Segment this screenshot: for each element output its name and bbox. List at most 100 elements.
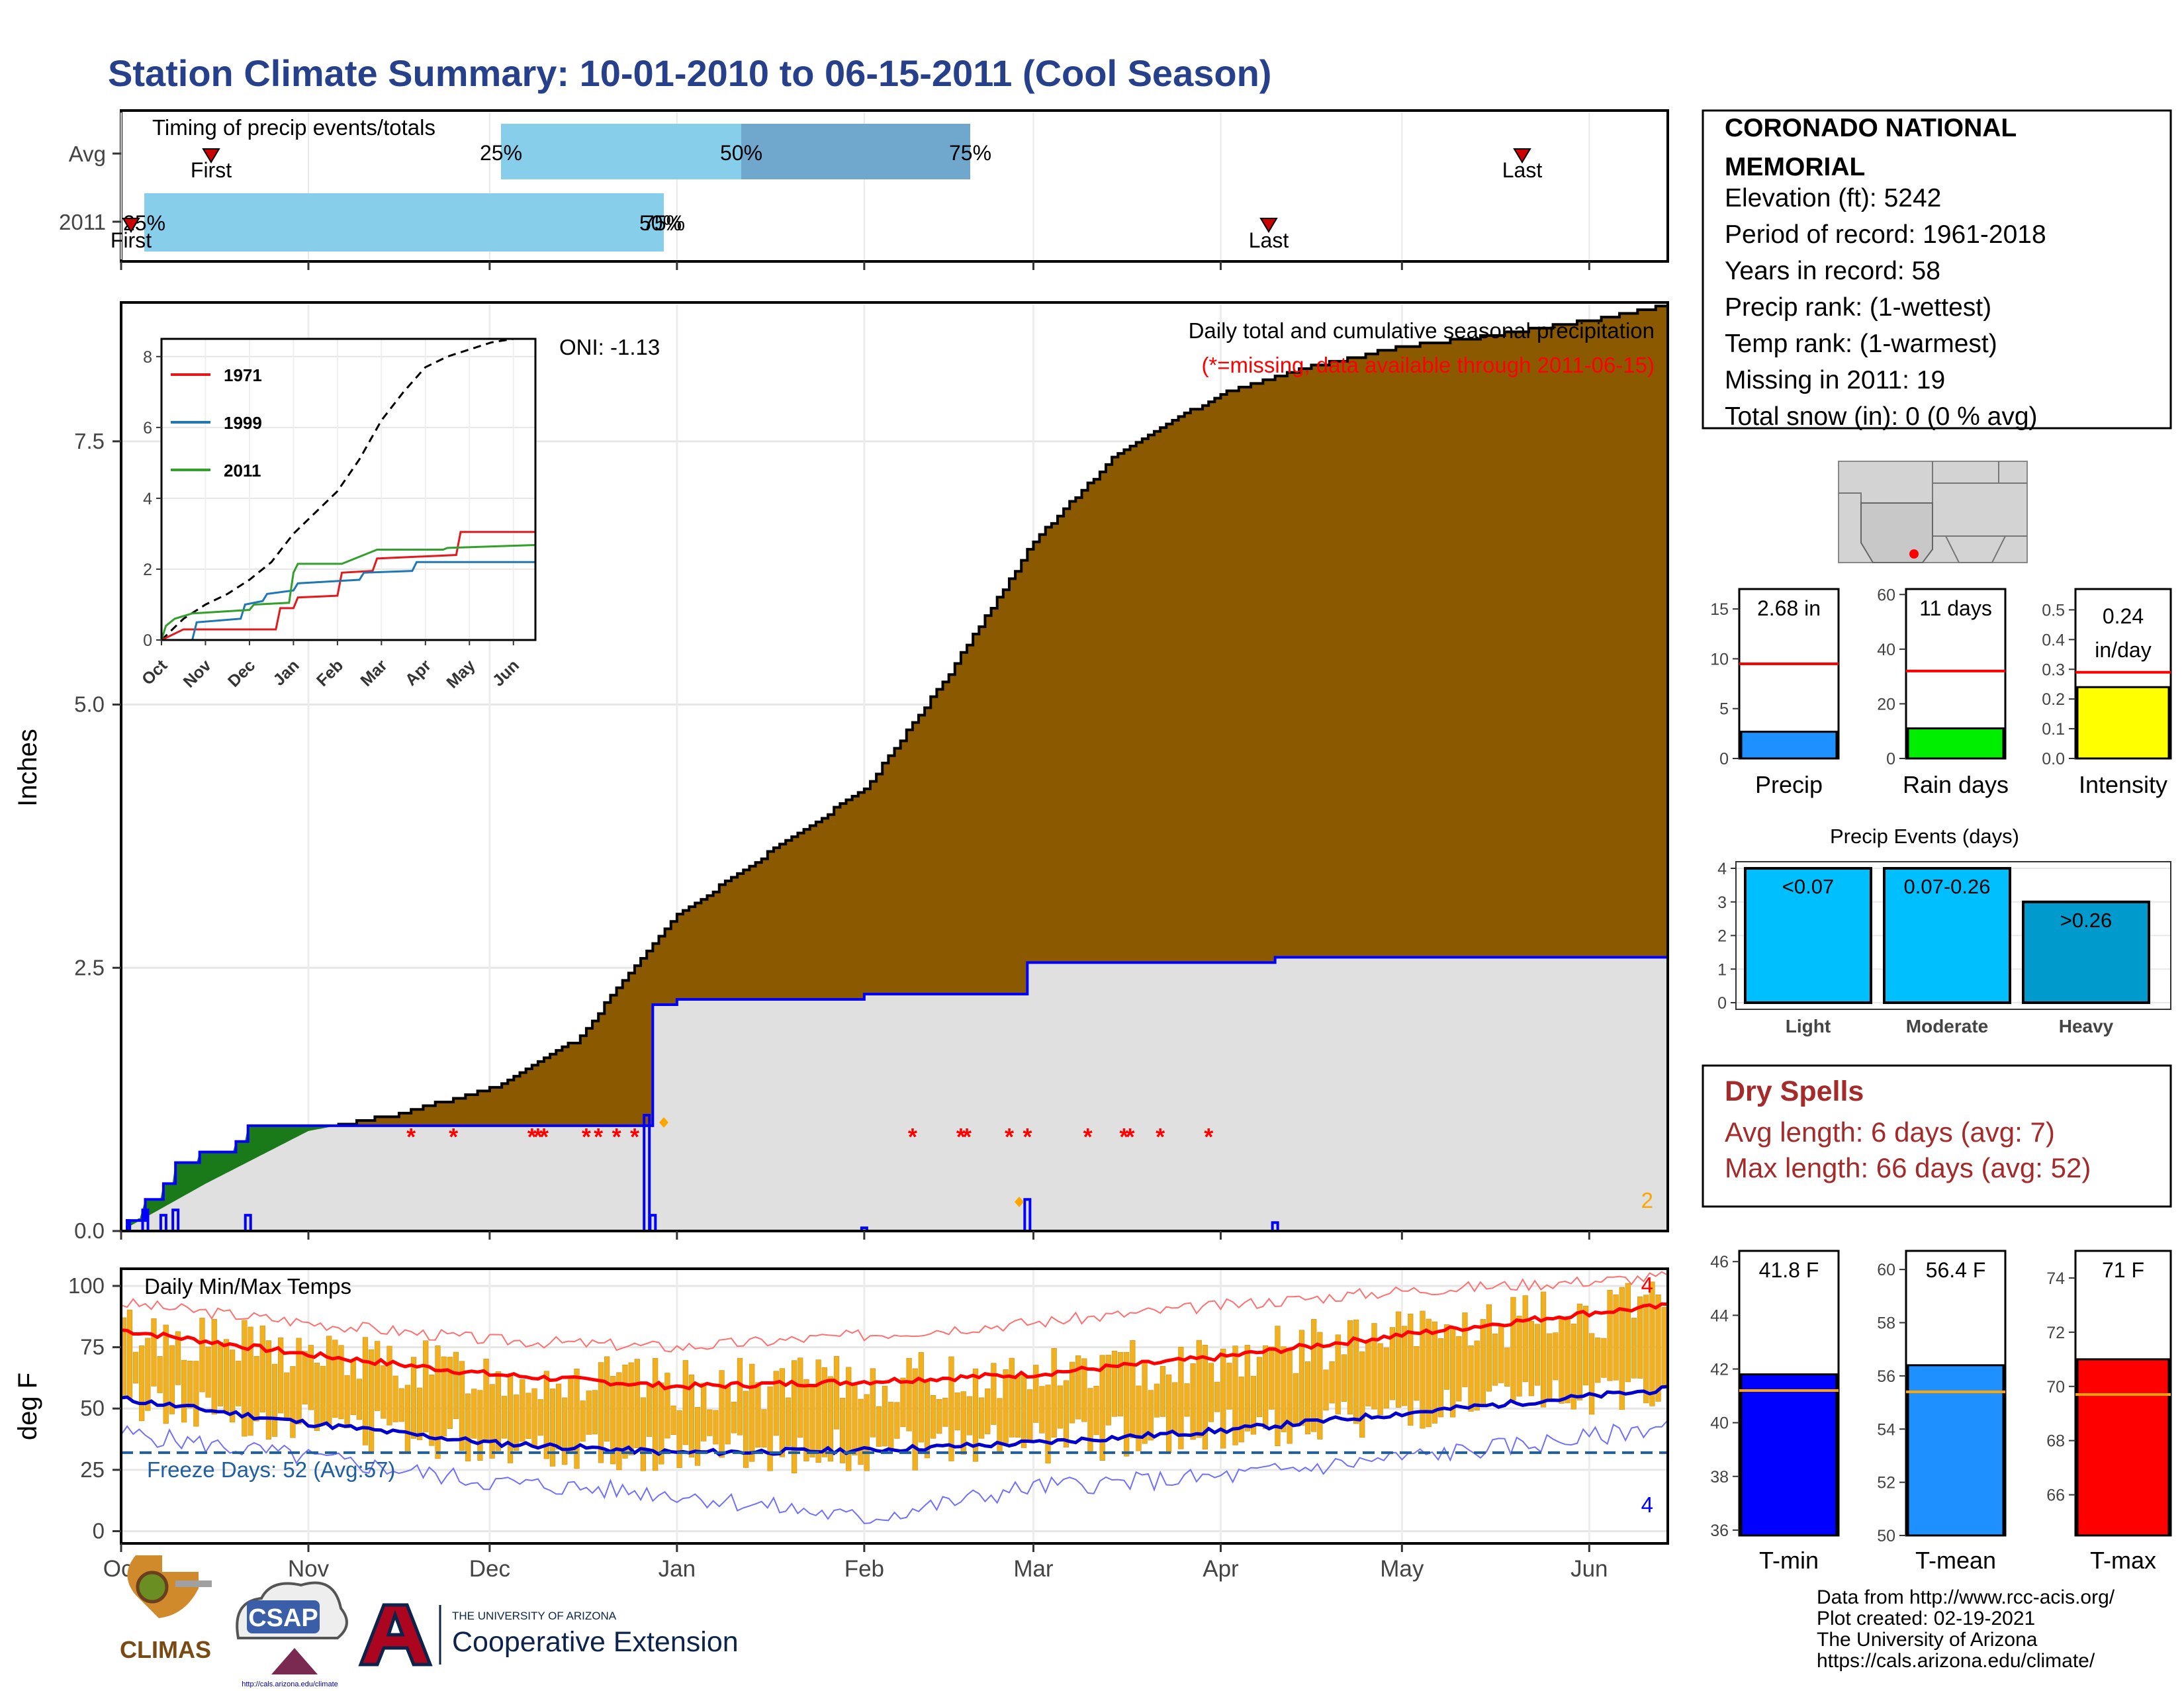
daily-temp-bar: [1256, 1357, 1263, 1418]
daily-temp-bar: [1178, 1346, 1184, 1449]
station-precip-rank: Precip rank: (1-wettest): [1725, 293, 1991, 322]
daily-temp-bar: [888, 1402, 894, 1449]
2011-first-marker: [122, 218, 140, 233]
daily-temp-bar: [459, 1361, 465, 1451]
mini-bar-precip: [1740, 731, 1838, 760]
missing-marker: *: [962, 1123, 972, 1150]
daily-temp-bar: [634, 1359, 640, 1449]
daily-temp-bar: [514, 1394, 520, 1451]
daily-temp-bar: [1619, 1287, 1625, 1410]
daily-temp-bar: [1335, 1334, 1341, 1414]
daily-temp-bar: [1039, 1386, 1045, 1434]
daily-temp-bar: [157, 1356, 163, 1393]
precip-corner-label: 2: [1641, 1188, 1653, 1212]
daily-precip-bar: [643, 1114, 651, 1231]
precip-events-title: Precip Events (days): [1830, 825, 2019, 848]
precip-panel-border: [120, 301, 1669, 1232]
daily-temp-bar: [682, 1360, 688, 1445]
mini-box: [1738, 588, 1840, 760]
daily-temp-bar: [827, 1376, 834, 1462]
daily-temp-bar: [417, 1387, 423, 1440]
daily-temp-bar: [175, 1331, 181, 1385]
ua-big-text: Cooperative Extension: [452, 1626, 739, 1658]
mini-ytick-label: 0.0: [2042, 750, 2065, 768]
daily-temp-bar: [616, 1372, 622, 1471]
daily-temp-bar: [1353, 1319, 1359, 1424]
daily-temp-bar: [640, 1397, 647, 1471]
daily-temp-bar: [404, 1385, 410, 1453]
daily-temp-bar: [1166, 1374, 1172, 1453]
daily-temp-bar: [465, 1393, 471, 1461]
timing-row-label-2011: 2011: [59, 210, 106, 234]
temp-ytick-label: 0: [93, 1518, 105, 1543]
daily-temp-bar: [1124, 1351, 1130, 1457]
timing-row-label-avg: Avg: [69, 142, 106, 166]
daily-temp-bar: [562, 1397, 568, 1465]
daily-temp-bar: [1582, 1305, 1589, 1386]
daily-temp-bar: [792, 1360, 797, 1474]
daily-temp-bar: [489, 1384, 495, 1459]
mini-value-label: 0.24: [2103, 604, 2144, 628]
daily-temp-bar: [1576, 1303, 1582, 1400]
daily-temp-bar: [1341, 1354, 1347, 1402]
daily-temp-bar: [670, 1405, 676, 1436]
locator-map: [1838, 461, 2028, 563]
daily-temp-bar: [1238, 1376, 1244, 1443]
temp-xtick-label: Jan: [659, 1556, 696, 1582]
daily-temp-bar: [882, 1385, 888, 1447]
mini-value-label: in/day: [2095, 638, 2151, 662]
daily-temp-bar: [1443, 1324, 1450, 1390]
missing-marker: *: [1005, 1123, 1014, 1150]
daily-temp-bar: [858, 1398, 864, 1465]
daily-temp-bar: [242, 1320, 248, 1437]
climas-leaf-icon: [175, 1580, 212, 1587]
temp-panel-title: Daily Min/Max Temps: [144, 1274, 351, 1299]
missing-marker: *: [1156, 1123, 1165, 1150]
daily-temp-bar: [936, 1398, 942, 1434]
daily-temp-bar: [290, 1366, 296, 1438]
daily-temp-bar: [549, 1389, 556, 1467]
daily-temp-bar: [1063, 1380, 1069, 1447]
daily-temp-bar: [568, 1377, 574, 1453]
events-border: [1735, 861, 2171, 1010]
precip-panel-title: Daily total and cumulative seasonal prec…: [1189, 318, 1655, 343]
daily-temp-bar: [507, 1373, 514, 1463]
precip-ytick-label: 0.0: [74, 1218, 105, 1243]
events-ytick-label: 4: [1717, 860, 1727, 878]
temp-mini-ytick-label: 54: [1877, 1420, 1895, 1439]
inset-2011-line: [161, 544, 535, 640]
temp-y-axis: 0 25 50 75 100: [68, 1273, 121, 1543]
daily-temp-bar: [821, 1367, 827, 1457]
daily-temp-bar: [676, 1410, 682, 1468]
avg-quartile-bar-25-50: [501, 124, 741, 179]
daily-temp-bar: [392, 1375, 398, 1422]
inset-legend-1999: 1999: [224, 413, 262, 433]
inset-avg-line: [161, 339, 516, 640]
daily-temp-bar: [725, 1385, 731, 1445]
daily-temp-bar: [574, 1368, 580, 1469]
temp-mini-bar-t-min: [1740, 1373, 1838, 1537]
daily-temp-bar: [1504, 1348, 1510, 1387]
daily-temp-bar: [1570, 1323, 1576, 1410]
temp-xtick-label: Apr: [1203, 1556, 1239, 1582]
daily-temp-bar: [743, 1391, 749, 1468]
avg-last-label: Last: [1502, 158, 1543, 182]
temp-mini-ytick-label: 44: [1710, 1306, 1729, 1325]
station-info: CORONADO NATIONAL MEMORIAL Elevation (ft…: [1702, 109, 2172, 431]
daily-temp-bar: [211, 1318, 217, 1415]
footer-line1: Data from http://www.rcc-acis.org/: [1817, 1586, 2115, 1608]
daily-temp-bar: [713, 1410, 719, 1445]
daily-temp-bar: [1045, 1385, 1051, 1464]
inset-legend-2011: 2011: [224, 461, 261, 480]
temp-mini-category-label: T-max: [2090, 1547, 2156, 1574]
events-bar-moderate: [1883, 867, 2011, 1004]
daily-temp-bar: [985, 1388, 991, 1434]
daily-temp-bar: [1395, 1311, 1402, 1408]
daily-temp-bar: [1275, 1326, 1281, 1447]
missing-marker: *: [956, 1123, 966, 1150]
missing-marker: *: [1023, 1123, 1032, 1150]
events-category-label: Heavy: [2059, 1016, 2114, 1036]
csap-text: CSAP: [248, 1604, 318, 1632]
missing-marker: *: [1204, 1123, 1213, 1150]
